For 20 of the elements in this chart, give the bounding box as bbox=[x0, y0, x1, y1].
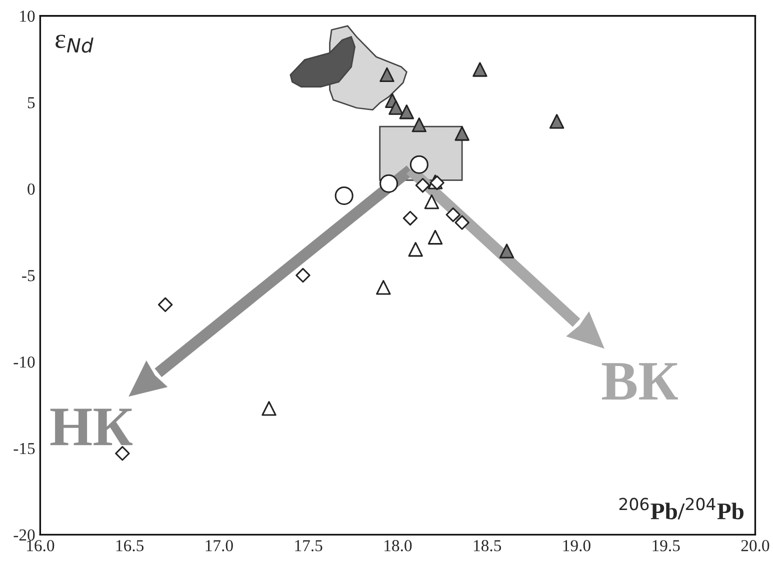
annotation: НК bbox=[50, 408, 132, 446]
x-tick-label: 17.0 bbox=[206, 540, 233, 552]
y-axis-title: ε$_{Nd}$ bbox=[56, 34, 94, 53]
y-tick-label: -10 bbox=[14, 356, 35, 368]
x-tick-label: 17.5 bbox=[295, 540, 322, 552]
annotation: ВК bbox=[602, 363, 678, 400]
x-tick-label: 19.5 bbox=[652, 540, 680, 552]
y-tick-label: 0 bbox=[28, 184, 35, 195]
y-tick-label: -20 bbox=[14, 529, 35, 541]
x-tick-label: 20.0 bbox=[741, 540, 770, 552]
y-tick-label: 10 bbox=[20, 10, 35, 22]
y-tick-label: -15 bbox=[14, 442, 35, 454]
x-tick-label: 18.0 bbox=[384, 540, 412, 552]
y-tick-label: 5 bbox=[28, 97, 35, 108]
x-tick-label: 19.0 bbox=[563, 540, 590, 552]
y-tick-label: -5 bbox=[22, 270, 35, 282]
x-axis-title: $^{206}$Pb/$^{204}$Pb bbox=[619, 498, 744, 520]
x-tick-label: 18.5 bbox=[474, 540, 502, 552]
x-tick-label: 16.0 bbox=[27, 540, 54, 552]
x-tick-label: 16.5 bbox=[116, 540, 144, 552]
